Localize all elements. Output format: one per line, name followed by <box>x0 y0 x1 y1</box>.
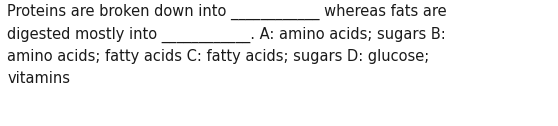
Text: Proteins are broken down into ____________ whereas fats are
digested mostly into: Proteins are broken down into __________… <box>7 4 447 86</box>
